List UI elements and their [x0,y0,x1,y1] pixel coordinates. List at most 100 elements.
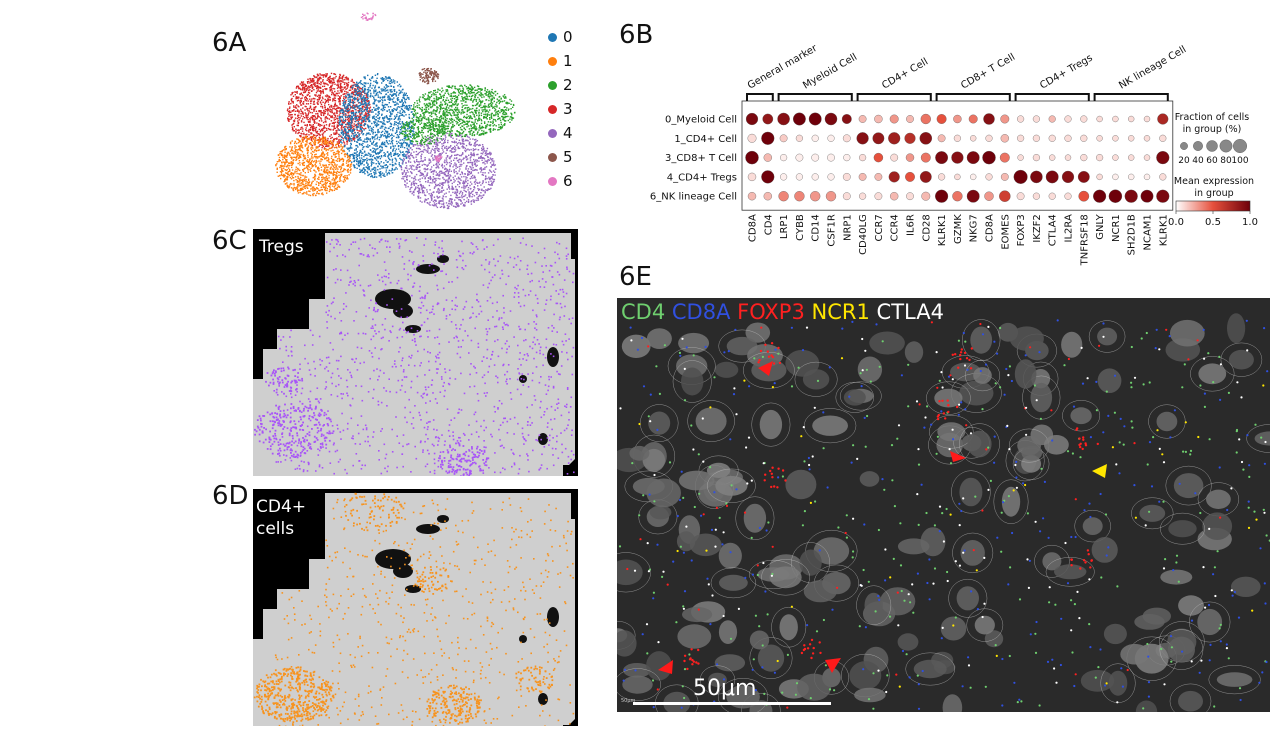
umap-point [439,206,442,208]
umap-point [291,157,293,159]
umap-point [296,167,299,170]
umap-point [370,165,372,167]
umap-point [300,88,302,91]
umap-point [429,189,431,191]
umap-point [361,116,364,119]
umap-point [288,168,291,171]
umap-point [293,106,295,108]
umap-point [328,128,331,131]
umap-point [460,176,463,178]
umap-point [392,148,394,151]
umap-point [320,118,322,120]
umap-point [404,99,406,101]
umap-point [455,164,457,166]
umap-point [311,189,314,191]
umap-point [379,173,381,175]
umap-point [448,200,450,202]
umap-point [342,150,344,153]
umap-point [409,188,411,191]
umap-point [308,107,311,110]
umap-point [351,92,353,94]
umap-point [334,154,336,156]
umap-point [358,143,361,145]
umap-point [459,178,461,180]
umap-point [317,101,319,103]
umap-point [344,106,346,108]
umap-point [296,186,298,188]
umap-point [361,113,363,115]
umap-point [485,181,487,184]
umap-point [286,156,288,158]
umap-point [313,187,316,190]
umap-point [465,181,467,183]
umap-point [461,163,463,166]
umap-point [322,193,324,196]
umap-point [313,120,316,123]
umap-point [335,177,337,179]
umap-point [425,136,428,139]
umap-point [329,82,331,84]
umap-point [405,132,407,134]
umap-point [340,109,343,112]
umap-point [358,106,360,108]
umap-point [362,167,365,169]
umap-point [404,142,407,144]
umap-point [300,120,303,122]
umap-point [357,99,359,101]
umap-point [347,127,349,130]
umap-point [303,83,305,85]
umap-point [477,197,479,200]
umap-point [393,90,396,92]
umap-point [356,141,358,143]
umap-point [377,96,380,98]
umap-point [485,176,487,178]
umap-point [438,192,440,194]
umap-point [302,178,304,181]
umap-point [285,169,287,172]
umap-point [304,124,306,126]
umap-point [310,147,312,149]
umap-point [424,167,426,170]
umap-point [307,110,309,112]
umap-point [307,156,309,158]
umap-point [304,155,306,157]
umap-point [369,108,371,110]
umap-point [361,130,363,132]
umap-point [435,148,437,150]
umap-point [294,188,297,191]
umap-point [288,165,291,167]
umap-point [327,143,329,145]
umap-point [377,120,379,123]
umap-point [349,159,351,162]
umap-point [382,122,385,124]
umap-point [456,188,458,191]
umap-point [328,147,331,150]
umap-point [365,82,367,84]
umap-point [402,161,404,163]
umap-point [329,168,332,170]
umap-point [420,150,422,153]
umap-point [287,176,289,179]
umap-point [298,179,301,181]
umap-point [363,119,366,121]
umap-point [440,200,442,202]
umap-point [460,203,462,205]
umap-point [344,82,346,84]
umap-point [397,85,399,87]
umap-point [326,129,328,131]
umap-point [394,145,396,147]
umap-point [437,144,439,146]
umap-point [292,100,294,103]
umap-point [316,87,318,90]
umap-point [331,189,333,191]
umap-point [386,151,389,153]
umap-point [402,176,404,178]
umap-point [313,80,315,83]
umap-point [366,100,368,102]
umap-point [396,81,398,83]
umap-point [435,142,437,144]
umap-point [301,140,304,142]
umap-point [321,152,323,154]
umap-point [338,180,341,182]
umap-point [476,193,478,196]
